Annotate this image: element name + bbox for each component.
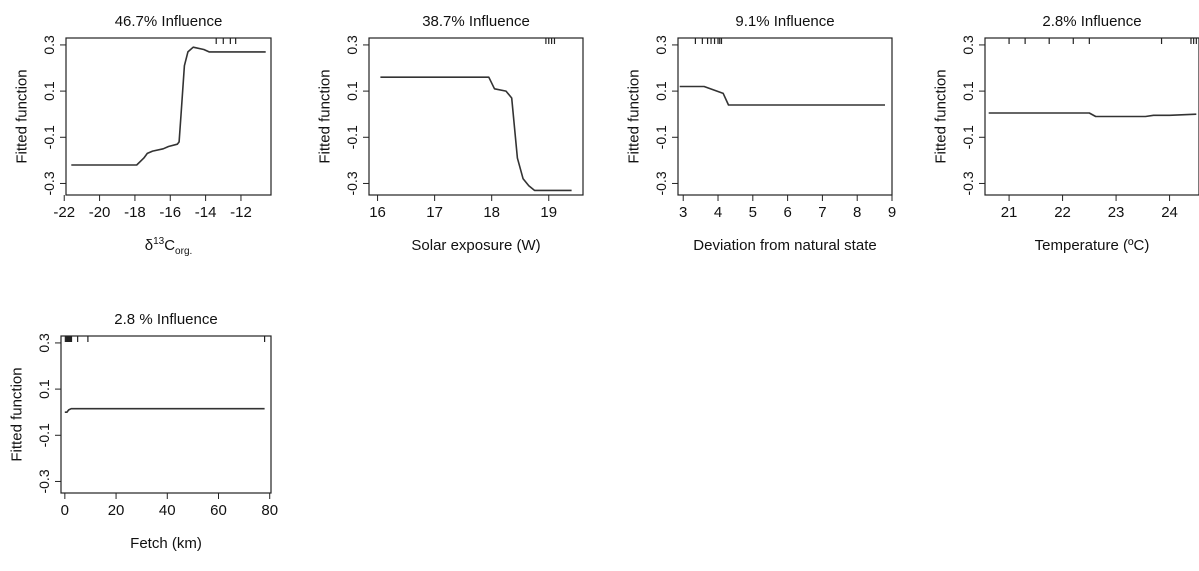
y-tick-label: -0.3 bbox=[653, 171, 669, 195]
x-axis-label-part: δ bbox=[145, 237, 153, 254]
x-tick-label: 40 bbox=[159, 502, 176, 519]
x-axis-label: Deviation from natural state bbox=[693, 237, 876, 254]
y-tick-label: -0.1 bbox=[960, 125, 976, 149]
panel-4: 2.8% Influence -0.3 -0.1 0.1 0.3 Fitted funct… bbox=[933, 13, 1199, 254]
y-tick-label: 0.1 bbox=[960, 81, 976, 101]
x-axis-label: Fetch (km) bbox=[130, 535, 202, 552]
x-tick-label: 80 bbox=[261, 502, 278, 519]
y-axis-label: Fitted function bbox=[9, 367, 26, 461]
y-tick-label: 0.3 bbox=[653, 35, 669, 55]
plot-frame bbox=[60, 335, 272, 494]
y-tick-label: 0.1 bbox=[344, 81, 360, 101]
y-tick-label: 0.3 bbox=[36, 333, 52, 353]
x-tick-label: 7 bbox=[818, 204, 826, 221]
fitted-function-line bbox=[64, 407, 265, 414]
y-tick-label: -0.1 bbox=[41, 125, 57, 149]
fitted-function-line bbox=[71, 46, 266, 166]
plot-frame bbox=[677, 37, 893, 196]
panel-title: 38.7% Influence bbox=[422, 13, 530, 30]
plot-frame bbox=[368, 37, 584, 196]
y-tick-label: 0.3 bbox=[960, 35, 976, 55]
x-tick-label: 16 bbox=[369, 204, 386, 221]
x-tick-label: -22 bbox=[53, 204, 75, 221]
x-tick-label: 20 bbox=[108, 502, 125, 519]
y-tick-label: -0.3 bbox=[36, 469, 52, 493]
y-tick-label: 0.1 bbox=[41, 81, 57, 101]
y-axis-label: Fitted function bbox=[317, 69, 334, 163]
panel-2: 38.7% Influence -0.3 -0.1 0.1 0.3 Fitted func… bbox=[317, 13, 584, 254]
panel-3: 9.1% Influence -0.3 -0.1 0.1 0.3 Fitted funct… bbox=[626, 13, 897, 254]
plot-frame bbox=[984, 37, 1199, 196]
x-tick-label: 3 bbox=[679, 204, 687, 221]
x-tick-label: -16 bbox=[159, 204, 181, 221]
x-axis-label-part: 13 bbox=[153, 236, 165, 247]
y-tick-label: -0.3 bbox=[41, 171, 57, 195]
fitted-function-line bbox=[679, 85, 885, 106]
fitted-function-line bbox=[988, 112, 1197, 118]
y-tick-label: -0.3 bbox=[344, 171, 360, 195]
x-axis-label-part: org. bbox=[175, 246, 192, 257]
x-tick-label: -12 bbox=[230, 204, 252, 221]
x-axis-label: Solar exposure (W) bbox=[411, 237, 540, 254]
panel-title: 2.8% Influence bbox=[1042, 13, 1141, 30]
x-axis-label-part: C bbox=[164, 237, 175, 254]
y-tick-label: 0.3 bbox=[41, 35, 57, 55]
y-axis-label: Fitted function bbox=[626, 69, 643, 163]
x-tick-label: -18 bbox=[124, 204, 146, 221]
x-axis-label: δ13Corg. bbox=[145, 236, 193, 257]
panel-title: 46.7% Influence bbox=[115, 13, 223, 30]
y-axis-label: Fitted function bbox=[14, 69, 31, 163]
y-tick-label: 0.1 bbox=[36, 379, 52, 399]
panel-5: 2.8 % Influence -0.3 -0.1 0.1 0.3 Fitted func… bbox=[9, 311, 279, 552]
x-tick-label: 21 bbox=[1001, 204, 1018, 221]
x-tick-label: 17 bbox=[426, 204, 443, 221]
x-tick-label: 22 bbox=[1054, 204, 1071, 221]
y-tick-label: 0.3 bbox=[344, 35, 360, 55]
x-tick-label: -20 bbox=[89, 204, 111, 221]
panel-title: 2.8 % Influence bbox=[114, 311, 217, 328]
x-tick-label: 5 bbox=[749, 204, 757, 221]
x-tick-label: 0 bbox=[61, 502, 69, 519]
x-tick-label: 8 bbox=[853, 204, 861, 221]
y-tick-label: -0.1 bbox=[653, 125, 669, 149]
x-tick-label: 4 bbox=[714, 204, 722, 221]
x-tick-label: 23 bbox=[1108, 204, 1125, 221]
y-tick-label: -0.1 bbox=[344, 125, 360, 149]
x-axis-label: Temperature (ºC) bbox=[1035, 237, 1150, 254]
fitted-function-line bbox=[380, 76, 572, 192]
x-tick-label: -14 bbox=[195, 204, 217, 221]
x-tick-label: 19 bbox=[540, 204, 557, 221]
x-tick-label: 6 bbox=[783, 204, 791, 221]
y-tick-label: -0.1 bbox=[36, 423, 52, 447]
x-tick-label: 18 bbox=[483, 204, 500, 221]
x-tick-label: 60 bbox=[210, 502, 227, 519]
y-tick-label: 0.1 bbox=[653, 81, 669, 101]
x-tick-label: 9 bbox=[888, 204, 896, 221]
x-tick-label: 24 bbox=[1161, 204, 1178, 221]
y-tick-label: -0.3 bbox=[960, 171, 976, 195]
plot-frame bbox=[65, 37, 272, 196]
panel-title: 9.1% Influence bbox=[735, 13, 834, 30]
y-axis-label: Fitted function bbox=[933, 69, 950, 163]
panel-1: 46.7% Influence -0.3 -0.1 0.1 0.3 Fitted func… bbox=[14, 13, 272, 257]
